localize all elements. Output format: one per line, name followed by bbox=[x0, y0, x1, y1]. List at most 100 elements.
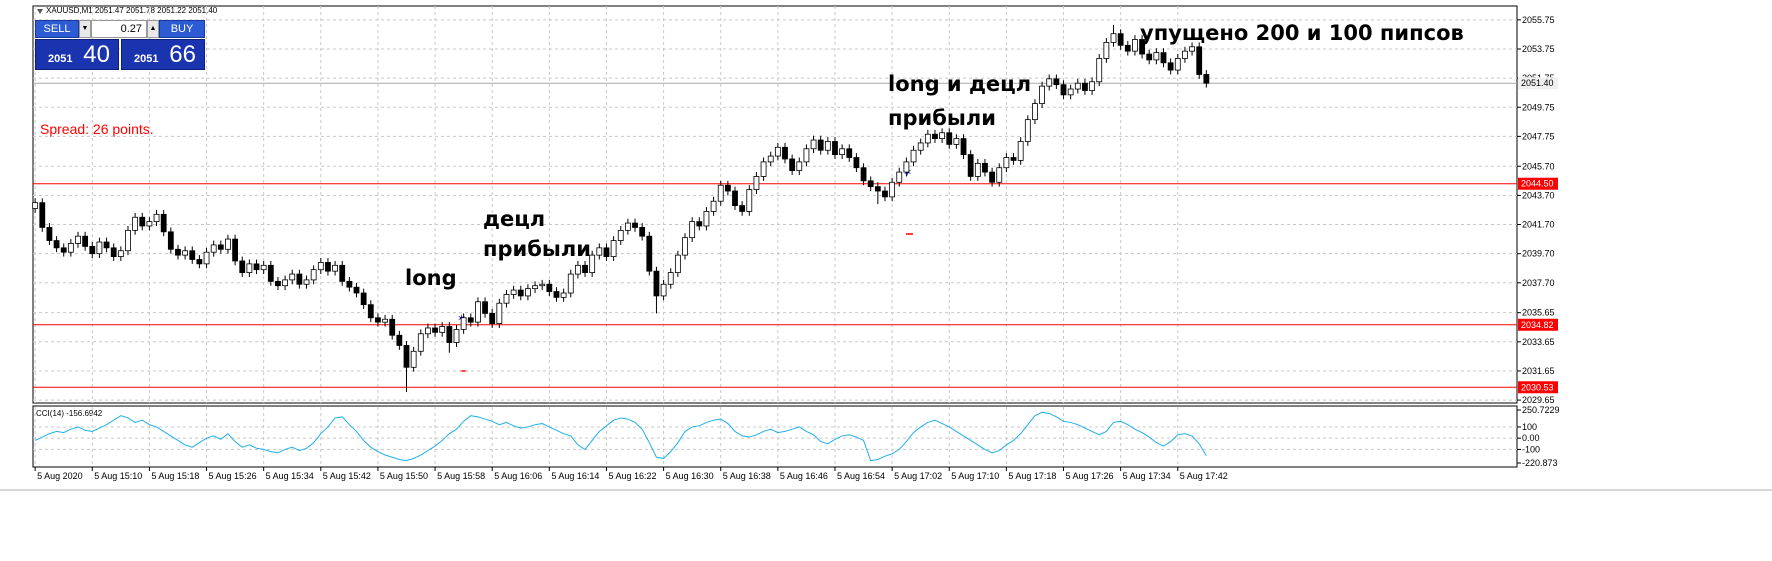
candle-body bbox=[439, 326, 446, 333]
x-tick-label: 5 Aug 15:58 bbox=[437, 471, 485, 481]
annotation: упущено 200 и 100 пипсов bbox=[1140, 21, 1464, 45]
candle-body bbox=[503, 294, 510, 304]
lot-up[interactable]: ▲ bbox=[147, 20, 159, 38]
x-tick-label: 5 Aug 17:26 bbox=[1066, 471, 1114, 481]
x-tick-label: 5 Aug 16:22 bbox=[608, 471, 656, 481]
candle-body bbox=[917, 142, 924, 151]
candle-body bbox=[375, 317, 381, 323]
candle-body bbox=[760, 161, 767, 177]
annotation: прибыли bbox=[888, 106, 996, 130]
candle-body bbox=[1039, 85, 1045, 105]
candle-body bbox=[475, 301, 481, 323]
candle-body bbox=[60, 247, 67, 253]
ask-box[interactable]: 2051 66 bbox=[121, 39, 205, 70]
candle-body bbox=[203, 251, 210, 265]
candle-body bbox=[1053, 78, 1060, 86]
lot-input[interactable]: 0.27 bbox=[91, 20, 147, 38]
candle-body bbox=[89, 245, 96, 255]
candle-body bbox=[696, 221, 703, 227]
candle-body bbox=[682, 237, 688, 256]
y-tick-label: 2037.70 bbox=[1522, 278, 1555, 288]
one-click-panel: SELL ▼ 0.27 ▲ BUY 2051 40 2051 66 bbox=[35, 20, 205, 70]
y-tick-label: 0.00 bbox=[1522, 433, 1540, 443]
buy-button[interactable]: BUY bbox=[159, 20, 205, 38]
candle-body bbox=[1189, 46, 1195, 52]
candle-body bbox=[674, 254, 681, 274]
lot-down[interactable]: ▼ bbox=[79, 20, 91, 38]
y-tick-label: 100 bbox=[1522, 422, 1537, 432]
bid-box[interactable]: 2051 40 bbox=[35, 39, 119, 70]
candle-body bbox=[846, 148, 853, 158]
candle-body bbox=[125, 229, 131, 252]
x-tick-label: 5 Aug 17:10 bbox=[951, 471, 999, 481]
candle-body bbox=[453, 329, 460, 343]
candle-body bbox=[160, 213, 167, 233]
candle-body bbox=[432, 327, 438, 333]
ask-pips: 66 bbox=[169, 41, 196, 68]
candle-body bbox=[396, 334, 403, 346]
candle-body bbox=[1203, 74, 1210, 84]
candle-body bbox=[1017, 141, 1024, 161]
candle-body bbox=[410, 350, 417, 368]
candle-body bbox=[75, 235, 81, 244]
candle-body bbox=[767, 155, 774, 163]
x-tick-label: 5 Aug 17:02 bbox=[894, 471, 942, 481]
candle-body bbox=[746, 189, 753, 212]
candle-body bbox=[139, 216, 146, 227]
candle-body bbox=[1117, 33, 1124, 46]
sell-button[interactable]: SELL bbox=[35, 20, 79, 38]
candle-body bbox=[360, 292, 367, 306]
candle-body bbox=[567, 273, 574, 294]
candle-body bbox=[446, 326, 453, 343]
x-tick-label: 5 Aug 16:30 bbox=[666, 471, 714, 481]
candle-body bbox=[1174, 58, 1181, 71]
y-tick-label: 2053.75 bbox=[1522, 44, 1555, 54]
candle-body bbox=[482, 301, 488, 314]
candle-body bbox=[1103, 42, 1110, 59]
candle-body bbox=[1124, 44, 1131, 52]
candle-body bbox=[946, 132, 953, 145]
y-tick-label: 2041.70 bbox=[1522, 220, 1555, 230]
candle-body bbox=[660, 283, 667, 297]
x-tick-label: 5 Aug 15:34 bbox=[266, 471, 314, 481]
level-line-box bbox=[1518, 318, 1558, 331]
candle-body bbox=[932, 133, 938, 139]
candle-body bbox=[832, 141, 838, 156]
candle-body bbox=[996, 167, 1003, 183]
y-tick-label: 2043.70 bbox=[1522, 190, 1555, 200]
y-tick-label: 2047.75 bbox=[1522, 131, 1555, 141]
indicator-title: CCI(14) -156.6942 bbox=[36, 409, 103, 418]
candle-body bbox=[296, 273, 303, 285]
candle-body bbox=[1167, 62, 1174, 71]
candle-body bbox=[117, 250, 124, 257]
candle-body bbox=[1010, 157, 1017, 161]
candle-body bbox=[182, 250, 189, 256]
y-tick-label: -220.873 bbox=[1522, 458, 1558, 468]
candle-body bbox=[232, 238, 239, 262]
candle-body bbox=[1196, 46, 1203, 75]
candle-body bbox=[896, 171, 903, 183]
candle-body bbox=[610, 240, 617, 257]
candle-body bbox=[510, 289, 517, 295]
candle-body bbox=[582, 264, 588, 274]
candle-body bbox=[553, 291, 560, 298]
candle-body bbox=[1182, 50, 1188, 59]
candle-body bbox=[460, 317, 467, 330]
x-tick-label: 5 Aug 15:10 bbox=[94, 471, 142, 481]
candle-body bbox=[289, 273, 296, 281]
candle-body bbox=[889, 181, 896, 198]
candle-body bbox=[196, 259, 203, 265]
level-line-label: 2034.82 bbox=[1521, 320, 1554, 330]
candle-body bbox=[739, 205, 746, 212]
candle-body bbox=[1089, 81, 1095, 91]
candle-body bbox=[967, 154, 974, 177]
candle-body bbox=[246, 263, 253, 274]
annotation: long и децл bbox=[888, 72, 1031, 96]
candle-body bbox=[639, 227, 646, 237]
candle-body bbox=[39, 202, 46, 228]
candle-body bbox=[539, 283, 546, 287]
candle-body bbox=[217, 244, 224, 250]
candle-body bbox=[303, 279, 310, 285]
candle-body bbox=[1032, 103, 1038, 121]
